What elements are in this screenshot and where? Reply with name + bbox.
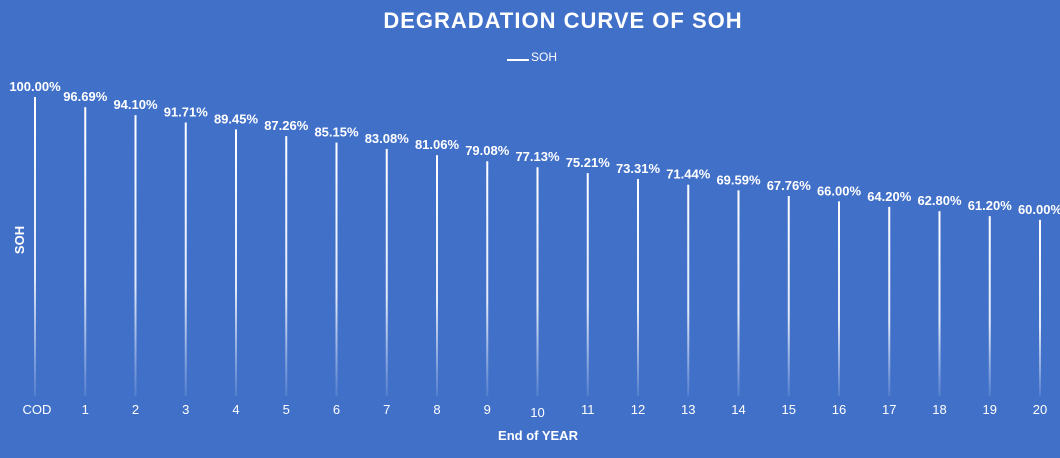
bar xyxy=(335,142,338,396)
x-axis-label: End of YEAR xyxy=(498,428,579,443)
bar xyxy=(988,216,991,396)
legend: SOH xyxy=(507,50,557,64)
data-label: 96.69% xyxy=(63,89,108,104)
bar xyxy=(486,161,489,396)
data-label: 81.06% xyxy=(415,137,460,152)
bar xyxy=(184,122,187,396)
data-label: 75.21% xyxy=(566,155,611,170)
x-tick-label: 7 xyxy=(383,402,390,417)
bar xyxy=(888,206,891,396)
x-tick-label: 19 xyxy=(983,402,997,417)
data-label: 89.45% xyxy=(214,111,259,126)
data-label: 100.00% xyxy=(9,79,61,94)
x-tick-label: 11 xyxy=(581,402,595,417)
x-tick-label: 2 xyxy=(132,402,139,417)
bar xyxy=(637,178,639,396)
data-label: 61.20% xyxy=(968,198,1013,213)
x-tick-label: 12 xyxy=(631,402,645,417)
data-label: 91.71% xyxy=(164,104,209,119)
x-tick-label: 1 xyxy=(82,402,89,417)
bar xyxy=(84,107,87,397)
data-label: 66.00% xyxy=(817,183,862,198)
x-tick-label: 13 xyxy=(681,402,695,417)
x-tick-label: 15 xyxy=(782,402,796,417)
bar xyxy=(1039,219,1041,396)
x-tick-label: 6 xyxy=(333,402,340,417)
data-label: 71.44% xyxy=(666,167,711,182)
bar xyxy=(536,167,539,396)
bar xyxy=(285,136,288,396)
x-tick-label: 17 xyxy=(882,402,896,417)
data-label: 64.20% xyxy=(867,189,912,204)
bar xyxy=(34,97,36,396)
x-tick-label: 10 xyxy=(530,405,544,420)
data-label: 67.76% xyxy=(767,178,812,193)
x-tick-label: 16 xyxy=(832,402,846,417)
bar xyxy=(235,129,237,397)
x-tick-label: 14 xyxy=(731,402,745,417)
data-label: 62.80% xyxy=(917,193,962,208)
legend-label: SOH xyxy=(531,50,557,64)
x-tick-label: 8 xyxy=(433,402,440,417)
bar xyxy=(787,195,790,396)
data-label: 85.15% xyxy=(314,125,359,140)
data-label: 73.31% xyxy=(616,161,661,176)
x-tick-label: 4 xyxy=(232,402,239,417)
y-axis-label: SOH xyxy=(12,226,27,254)
bar xyxy=(838,201,840,396)
bar xyxy=(687,184,690,396)
x-tick-label: 9 xyxy=(484,402,491,417)
data-label: 60.00% xyxy=(1018,202,1060,217)
bar xyxy=(737,190,740,396)
x-tick-label: 18 xyxy=(932,402,946,417)
x-tick-label: 3 xyxy=(182,402,189,417)
data-label: 83.08% xyxy=(365,131,410,146)
data-label: 94.10% xyxy=(113,97,158,112)
data-label: 69.59% xyxy=(716,172,761,187)
bar xyxy=(134,115,137,396)
data-label: 87.26% xyxy=(264,118,309,133)
bar xyxy=(385,148,388,396)
x-tick-label: 5 xyxy=(283,402,290,417)
chart-title: DEGRADATION CURVE OF SOH xyxy=(383,8,742,33)
x-tick-label: COD xyxy=(23,402,52,417)
bar xyxy=(586,173,589,396)
data-label: 79.08% xyxy=(465,143,510,158)
data-label: 77.13% xyxy=(515,149,560,164)
bar xyxy=(436,155,438,396)
bar xyxy=(938,211,941,396)
x-tick-label: 20 xyxy=(1033,402,1047,417)
